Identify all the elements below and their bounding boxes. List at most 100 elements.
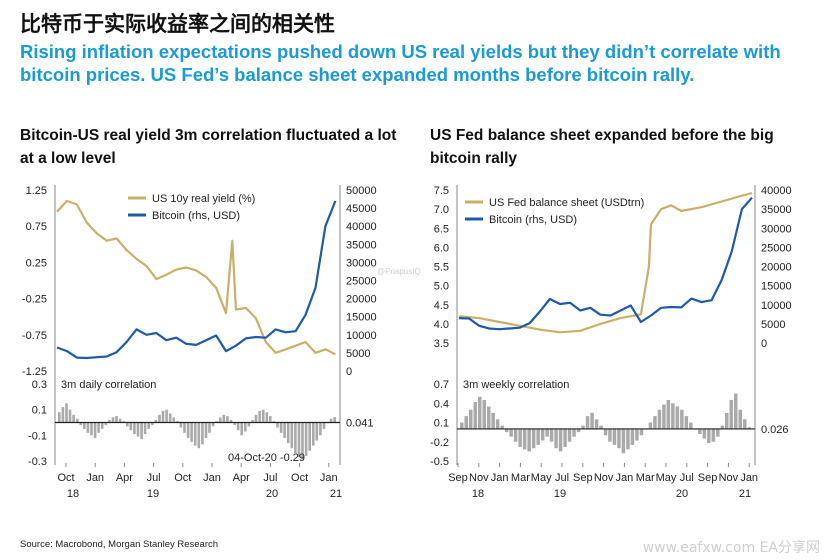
correlation-bar [247, 422, 251, 427]
y2-tick-label: 5000 [761, 319, 785, 331]
y2-tick-label: 25000 [761, 242, 792, 254]
correlation-bar [473, 402, 477, 429]
correlation-bar [276, 422, 279, 428]
correlation-bar [226, 416, 229, 423]
y2-tick-label: 40000 [761, 185, 792, 197]
y-tick-label: -0.75 [22, 330, 47, 342]
x-tick-label: Nov [469, 472, 489, 484]
correlation-bar [491, 412, 495, 429]
y-tick-label: 7.5 [434, 185, 449, 197]
correlation-bar [297, 422, 301, 458]
x-tick-label: Oct [291, 472, 308, 484]
correlation-bar [594, 419, 599, 429]
left-chart: 1.250.750.25-0.25-0.75-1.255000045000400… [22, 185, 377, 500]
y2-tick-label: 10000 [761, 300, 792, 312]
correlation-bar [158, 414, 161, 423]
correlation-bar [129, 422, 133, 431]
correlation-bar [65, 403, 68, 423]
x-tick-label: Sep [698, 472, 718, 484]
correlation-bar [104, 422, 108, 426]
correlation-bar [190, 422, 193, 442]
y2-tick-label: 5000 [346, 348, 370, 360]
correlation-bar [219, 417, 222, 423]
correlation-bar [301, 422, 304, 460]
x-tick-label: Apr [233, 472, 250, 484]
correlation-bar [536, 428, 540, 445]
correlation-bar [126, 422, 129, 427]
correlation-bar [545, 428, 549, 437]
correlation-bar [136, 422, 140, 437]
sub-y-tick-label: 0.1 [32, 405, 47, 417]
sub-y-tick-label: -0.3 [28, 456, 47, 468]
correlation-bar [581, 425, 585, 429]
x-year-label: 19 [147, 488, 159, 500]
y-tick-label: 5.0 [434, 281, 449, 293]
correlation-bar [204, 422, 208, 438]
correlation-bar [172, 417, 176, 423]
correlation-bar [504, 428, 509, 433]
correlation-bar [469, 409, 473, 429]
correlation-bar [193, 422, 197, 446]
sub-y-tick-label: -0.2 [430, 437, 449, 449]
sub-y-tick-label: 0.7 [434, 379, 449, 391]
correlation-bar [657, 409, 662, 429]
correlation-bar [290, 422, 294, 449]
correlation-bar [236, 422, 240, 431]
correlation-bar [286, 422, 290, 443]
y2-tick-label: 10000 [346, 330, 377, 342]
x-tick-label: Sep [573, 472, 593, 484]
x-tick-label: Nov [594, 472, 614, 484]
correlation-bar [122, 421, 125, 423]
series-line [56, 200, 337, 360]
correlation-bar [322, 422, 326, 429]
correlation-bar [707, 428, 711, 443]
correlation-bar [689, 422, 693, 429]
correlation-bar [86, 422, 90, 433]
y-tick-label: 7.0 [434, 204, 449, 216]
correlation-bar [729, 400, 733, 429]
correlation-bar [333, 417, 336, 423]
correlation-bar [118, 418, 122, 423]
last-value-label: 0.041 [346, 418, 374, 430]
correlation-bar [716, 428, 720, 437]
correlation-bar [626, 428, 630, 450]
correlation-bar [653, 416, 657, 429]
correlation-bar [590, 412, 594, 429]
correlation-bar [308, 422, 311, 451]
correlation-bar [635, 428, 639, 441]
correlation-bar [143, 422, 147, 435]
correlation-bar [464, 416, 468, 429]
y-tick-label: 1.25 [26, 185, 47, 197]
correlation-bar [482, 400, 486, 429]
y-tick-label: 4.0 [434, 319, 449, 331]
legend-label: US 10y real yield (%) [152, 193, 255, 205]
y2-tick-label: 50000 [346, 185, 377, 197]
correlation-bar [630, 428, 635, 445]
y-tick-label: 3.5 [434, 338, 449, 350]
correlation-bar [97, 422, 100, 433]
correlation-bar [608, 428, 612, 442]
correlation-bar [460, 422, 464, 429]
y2-tick-label: 40000 [346, 221, 377, 233]
min-annotation: 04-Oct-20 -0.29 [228, 452, 305, 464]
y-tick-label: 4.5 [434, 300, 449, 312]
series-line [458, 196, 753, 331]
correlation-bar [251, 419, 254, 423]
correlation-bar [513, 428, 518, 442]
correlation-bar [108, 419, 111, 423]
correlation-bar [168, 413, 172, 423]
legend-label: Bitcoin (rhs, USD) [152, 210, 240, 222]
correlation-bar [83, 422, 86, 429]
correlation-bar [279, 422, 283, 433]
correlation-bar [75, 418, 79, 423]
correlation-bar [254, 414, 258, 423]
y-tick-label: 0.75 [26, 221, 47, 233]
correlation-bar [720, 425, 725, 429]
y-tick-label: 6.5 [434, 223, 449, 235]
correlation-bar [549, 428, 554, 442]
correlation-bar [197, 422, 201, 449]
correlation-bar [115, 416, 118, 423]
correlation-bar [79, 422, 83, 426]
correlation-bar [563, 428, 567, 447]
correlation-bar [684, 416, 689, 429]
